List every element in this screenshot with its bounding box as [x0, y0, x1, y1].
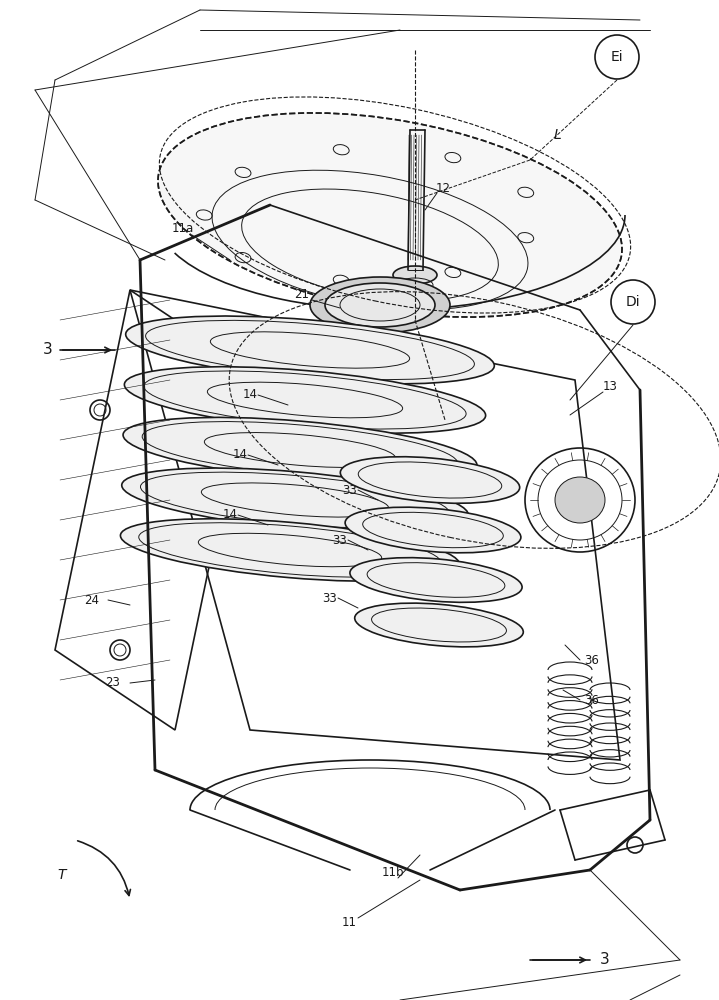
Text: 23: 23 [106, 676, 121, 690]
Text: 24: 24 [85, 593, 99, 606]
Text: 33: 33 [333, 534, 347, 546]
Text: 33: 33 [343, 484, 357, 496]
Ellipse shape [345, 507, 521, 553]
Ellipse shape [124, 367, 485, 433]
Ellipse shape [325, 283, 435, 327]
Text: 14: 14 [242, 388, 257, 401]
Ellipse shape [126, 316, 495, 384]
Text: Di: Di [626, 295, 641, 309]
Text: 14: 14 [232, 448, 247, 462]
Ellipse shape [158, 113, 622, 317]
Text: 33: 33 [323, 591, 337, 604]
Text: 21: 21 [295, 288, 309, 302]
Ellipse shape [393, 266, 437, 284]
Text: T: T [58, 868, 66, 882]
Text: Ei: Ei [610, 50, 623, 64]
Ellipse shape [354, 603, 523, 647]
Text: 3: 3 [43, 342, 53, 358]
Ellipse shape [122, 468, 468, 532]
Text: 11a: 11a [172, 222, 194, 234]
Text: 11: 11 [342, 916, 357, 928]
Text: 3: 3 [600, 952, 610, 968]
Text: 11b: 11b [382, 865, 404, 879]
Circle shape [611, 280, 655, 324]
Text: 36: 36 [585, 654, 600, 666]
Ellipse shape [555, 477, 605, 523]
Text: 14: 14 [222, 508, 237, 522]
Ellipse shape [120, 519, 459, 581]
Ellipse shape [123, 417, 477, 483]
Text: 36: 36 [585, 694, 600, 706]
Text: L: L [554, 128, 562, 142]
Text: 13: 13 [603, 379, 618, 392]
Ellipse shape [310, 277, 450, 333]
Text: 12: 12 [436, 182, 451, 194]
Ellipse shape [350, 558, 522, 602]
Ellipse shape [340, 457, 520, 503]
Circle shape [595, 35, 639, 79]
